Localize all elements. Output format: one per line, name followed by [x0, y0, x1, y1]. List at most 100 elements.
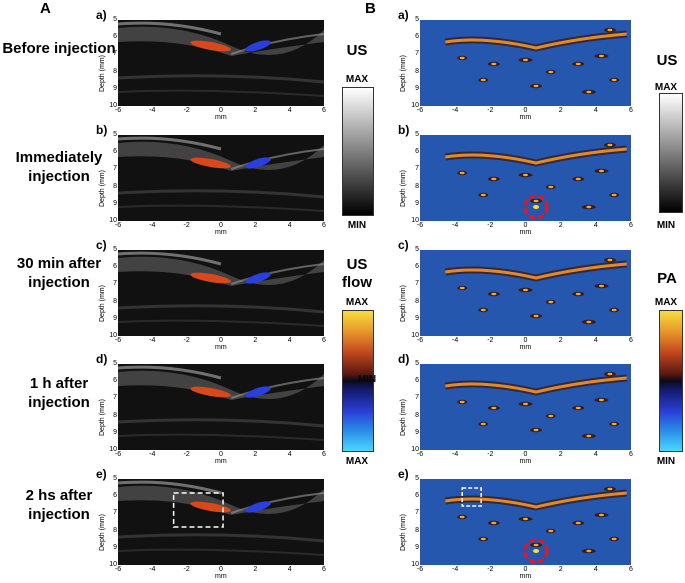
us-row-2-sub-letter: c)	[96, 238, 107, 252]
us-image-row-3	[118, 364, 324, 450]
pa-row-4-xtick: -2	[487, 566, 494, 573]
pa-row-1-xtick: -6	[416, 222, 424, 229]
us-row-3-xtick: 2	[253, 451, 258, 458]
pa-row-4-ytick: 7	[415, 509, 419, 517]
pa-row-1-sub-letter: b)	[398, 123, 410, 137]
pa-row-1-ytick: 10	[411, 217, 419, 224]
us-row-4-xtick: 2	[253, 566, 258, 573]
pa-row-3-ytick: 5	[415, 360, 419, 367]
us-row-2-xtick: 6	[322, 337, 326, 344]
us-row-2-xtick: -6	[114, 337, 122, 344]
pa-row-4-ytick: 6	[415, 492, 419, 500]
us-row-3-xtick: 0	[219, 451, 223, 458]
pa-row-4-ytick: 8	[415, 526, 419, 534]
us-row-3-ytick: 6	[113, 377, 117, 385]
us-row-2-xtick: 0	[219, 337, 223, 344]
us-colorbar-left	[342, 87, 374, 216]
pa-row-1-xtick: 6	[629, 222, 633, 229]
pa-row-2-ytick: 8	[415, 297, 419, 305]
pa-row-0-ytick: 6	[415, 33, 419, 41]
pa-row-2-xtick: 4	[593, 337, 598, 344]
us-colorbar-min-right: MIN	[656, 220, 676, 231]
pa-row-0-ylabel: Depth (mm)	[400, 55, 407, 92]
pa-row-2-ytick: 7	[415, 280, 419, 288]
us-row-3-ytick: 5	[113, 360, 117, 367]
us-row-3-sub-letter: d)	[96, 352, 108, 366]
us-row-2-xtick: -2	[183, 337, 190, 344]
pa-row-3-ytick: 8	[415, 411, 419, 419]
us-row-2-ylabel: Depth (mm)	[99, 285, 106, 322]
us-image-row-0	[118, 20, 324, 106]
pa-image-row-2	[420, 250, 631, 336]
pa-row-4-sub-letter: e)	[398, 467, 409, 481]
us-row-0-ytick: 5	[113, 16, 117, 23]
pa-row-3-xtick: 6	[629, 451, 633, 458]
us-row-3-xtick: 4	[287, 451, 292, 458]
us-colorbar-title-left: US	[346, 42, 368, 59]
us-row-4-xtick: 0	[219, 566, 223, 573]
pa-row-0-ytick: 8	[415, 67, 419, 75]
pa-row-2-xtick: -6	[416, 337, 424, 344]
pa-row-0-xtick: 6	[629, 107, 633, 114]
pa-colorbar-title: PA	[657, 270, 677, 287]
pa-row-1-xtick: 2	[558, 222, 563, 229]
pa-row-3-ytick: 10	[411, 446, 419, 453]
us-row-0-xtick: 0	[219, 107, 223, 114]
us-image-row-2	[118, 250, 324, 336]
us-row-3-xunit: mm	[215, 458, 227, 465]
pa-row-3-ytick: 7	[415, 394, 419, 402]
pa-row-0-xtick: 0	[523, 107, 528, 114]
us-row-4-xtick: 6	[322, 566, 326, 573]
us-row-0-ytick: 6	[113, 33, 117, 41]
pa-row-3-ytick: 6	[415, 377, 419, 385]
us-row-4-xtick: -4	[149, 566, 156, 573]
pa-row-4-ytick: 10	[411, 561, 419, 568]
row-label-1h: 1 h after injection	[28, 375, 90, 411]
pa-row-2-xtick: 6	[629, 337, 633, 344]
us-row-1-ytick: 8	[113, 182, 117, 190]
pa-row-0-xtick: -4	[452, 107, 459, 114]
pa-row-2-xtick: -2	[487, 337, 494, 344]
pa-row-1-xtick: 4	[593, 222, 598, 229]
us-row-1-ytick: 5	[113, 131, 117, 138]
pa-row-0-ytick: 10	[411, 102, 419, 109]
us-row-4-xtick: 4	[287, 566, 292, 573]
pa-row-2-sub-letter: c)	[398, 238, 409, 252]
flow-colorbar-max-bottom: MAX	[345, 456, 369, 467]
pa-row-0-ytick: 7	[415, 50, 419, 58]
pa-row-1-ytick: 9	[415, 199, 419, 207]
pa-row-3-xtick: -2	[487, 451, 494, 458]
pa-row-0-xunit: mm	[519, 114, 532, 121]
us-row-3-xtick: -6	[114, 451, 122, 458]
us-row-4-ytick: 5	[113, 475, 117, 482]
us-row-4-xtick: -6	[114, 566, 122, 573]
us-row-4-ylabel: Depth (mm)	[99, 514, 106, 551]
us-colorbar-min-left: MIN	[347, 220, 367, 231]
us-row-1-xunit: mm	[215, 229, 227, 236]
flow-colorbar-title: US flow	[342, 256, 372, 291]
pa-image-row-4	[420, 479, 631, 565]
us-row-1-ytick: 10	[109, 217, 117, 224]
pa-row-3-xtick: 0	[523, 451, 528, 458]
pa-row-3-ytick: 9	[415, 428, 419, 436]
pa-row-1-xtick: -2	[487, 222, 494, 229]
us-row-3-ylabel: Depth (mm)	[99, 399, 106, 436]
us-row-2-ytick: 10	[109, 332, 117, 339]
pa-row-2-xunit: mm	[519, 344, 532, 351]
us-row-1-xtick: 2	[253, 222, 258, 229]
pa-row-3-sub-letter: d)	[398, 352, 410, 366]
us-row-0-ytick: 9	[113, 84, 117, 92]
us-row-1-xtick: 0	[219, 222, 223, 229]
us-colorbar-title-right: US	[656, 52, 678, 69]
pa-row-2-ytick: 6	[415, 263, 419, 271]
flow-colorbar-min-mid: MIN	[357, 374, 377, 385]
us-row-1-xtick: -2	[183, 222, 190, 229]
pa-image-row-3	[420, 364, 631, 450]
us-image-row-4	[118, 479, 324, 565]
us-row-3-xtick: -4	[149, 451, 156, 458]
us-row-1-ytick: 6	[113, 148, 117, 156]
pa-row-3-ylabel: Depth (mm)	[400, 399, 407, 436]
us-colorbar-max-left: MAX	[345, 74, 369, 85]
us-row-4-ytick: 6	[113, 492, 117, 500]
us-row-2-ytick: 9	[113, 314, 117, 322]
